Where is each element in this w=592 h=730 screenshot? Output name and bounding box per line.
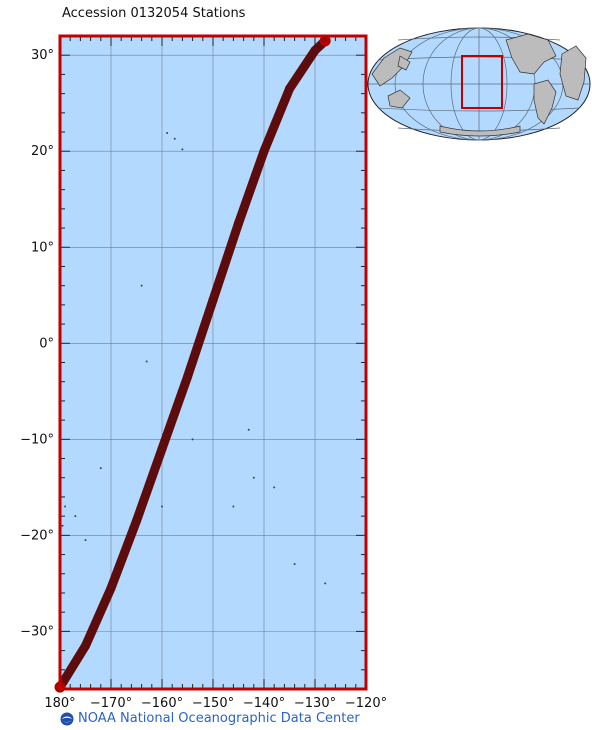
island-mark — [232, 505, 235, 508]
lat-tick-label: −30° — [20, 624, 54, 639]
credit-line[interactable]: NOAA National Oceanographic Data Center — [60, 711, 360, 726]
island-mark — [64, 505, 67, 508]
station-point — [81, 641, 90, 651]
station-point — [106, 583, 116, 593]
island-mark — [173, 137, 176, 140]
island-mark — [84, 539, 87, 542]
island-mark — [145, 360, 148, 363]
islands — [61, 131, 327, 585]
lon-tick-label: −150° — [192, 696, 234, 711]
island-mark — [191, 438, 194, 441]
station-point — [310, 45, 320, 55]
island-mark — [252, 476, 255, 479]
station-track-line — [55, 36, 330, 692]
island-mark — [99, 467, 102, 470]
lon-tick-label: 180° — [44, 696, 75, 711]
axis-labels: 30° 20° 10° 0° −10° −20° −30° 180° −170° −160° −15… — [20, 48, 387, 711]
island-mark — [324, 582, 327, 585]
lat-tick-label: 0° — [39, 336, 54, 351]
island-mark — [161, 505, 163, 508]
island-mark — [74, 515, 77, 518]
lon-tick-label: −140° — [243, 696, 285, 711]
island-mark — [61, 524, 64, 527]
station-point — [234, 218, 243, 228]
lon-tick-label: −120° — [345, 696, 387, 711]
lon-tick-label: −170° — [90, 696, 132, 711]
island-mark — [140, 284, 143, 287]
noaa-logo-icon — [60, 712, 74, 725]
graticule — [59, 36, 367, 689]
station-point — [157, 444, 167, 454]
island-mark — [247, 428, 250, 431]
station-point — [183, 372, 192, 382]
lat-tick-label: 10° — [31, 240, 54, 255]
map-title: Accession 0132054 Stations — [62, 6, 246, 21]
globe-region-box — [461, 55, 503, 109]
locator-globe — [367, 27, 591, 141]
station-point — [208, 295, 218, 305]
map-frame — [58, 34, 368, 691]
station-point — [132, 516, 141, 526]
lat-tick-label: 20° — [31, 144, 54, 159]
island-mark — [273, 486, 276, 489]
globe-land — [371, 33, 587, 137]
station-point — [259, 146, 269, 156]
island-mark — [166, 131, 169, 134]
lon-tick-label: −130° — [294, 696, 336, 711]
lat-tick-label: −10° — [20, 432, 54, 447]
island-mark — [293, 563, 296, 566]
credit-text: NOAA National Oceanographic Data Center — [78, 711, 360, 726]
lat-tick-label: 30° — [31, 48, 54, 63]
lon-tick-label: −160° — [141, 696, 183, 711]
lat-tick-label: −20° — [20, 528, 54, 543]
station-point — [285, 84, 294, 94]
island-mark — [181, 148, 184, 151]
